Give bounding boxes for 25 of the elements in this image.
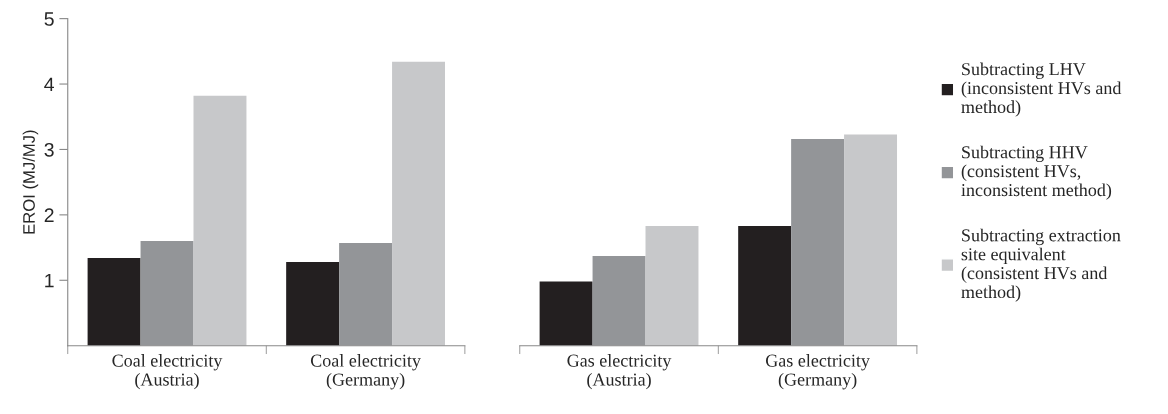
legend-label: Subtracting extraction site equivalent (consistent HVs and method) <box>961 228 1121 302</box>
bar <box>193 95 247 346</box>
legend-label: Subtracting HHV (consistent HVs, inconsistent method) <box>961 145 1112 200</box>
y-tick-label: 3 <box>44 142 54 157</box>
bar <box>844 134 898 346</box>
y-tick-label: 5 <box>44 12 54 26</box>
bar <box>339 242 393 346</box>
bar <box>592 256 646 346</box>
bar <box>87 258 141 346</box>
bar <box>791 138 845 346</box>
x-tick-label: Coal electricity (Austria) <box>112 354 223 390</box>
bar <box>140 241 194 346</box>
x-tick-label: Coal electricity (Germany) <box>310 354 421 390</box>
bar <box>738 225 792 346</box>
bar <box>645 225 699 346</box>
x-tick-label: Gas electricity (Germany) <box>765 354 870 390</box>
y-axis-title: EROI (MJ/MJ) <box>22 130 39 234</box>
y-tick-label: 2 <box>44 208 54 222</box>
y-tick-label: 4 <box>44 77 54 92</box>
bar <box>286 261 340 346</box>
bar <box>539 281 593 346</box>
bar <box>392 61 446 346</box>
y-tick-label: 1 <box>45 273 54 288</box>
x-tick-label: Gas electricity (Austria) <box>567 354 672 390</box>
legend-label: Subtracting LHV (inconsistent HVs and method) <box>961 62 1122 117</box>
